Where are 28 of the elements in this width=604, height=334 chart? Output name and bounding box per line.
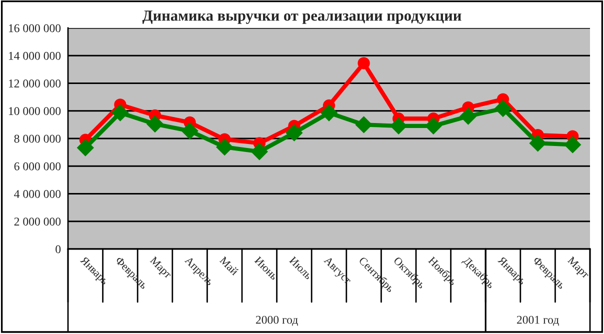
y-tick-label: 0	[56, 245, 61, 254]
text: 2001 год	[516, 316, 559, 326]
point	[460, 108, 477, 125]
y-tick-label: 12 000 000	[8, 79, 61, 88]
chart-title: Динамика выручки от реализации продукции	[142, 10, 462, 24]
point	[181, 122, 198, 140]
point	[494, 100, 512, 117]
point	[358, 57, 370, 70]
y-tick-label: 8 000 000	[14, 134, 61, 143]
point	[286, 124, 303, 142]
y-tick-label: 4 000 000	[14, 190, 61, 198]
point	[425, 118, 442, 134]
point	[320, 104, 338, 122]
point	[390, 118, 407, 134]
y-tick-label: 2 000 000	[14, 218, 61, 226]
point	[216, 138, 233, 156]
y-tick-label: 14 000 000	[8, 52, 61, 60]
y-tick-label: 6 000 000	[14, 162, 61, 170]
y-tick-label: 16 000 000	[8, 24, 61, 32]
point	[529, 134, 546, 152]
point	[77, 139, 94, 156]
point	[146, 116, 164, 132]
point	[564, 136, 581, 154]
text: 2000 год	[256, 316, 298, 326]
point	[112, 104, 129, 122]
point	[251, 143, 268, 160]
y-tick-label: 10 000 000	[8, 107, 61, 116]
point	[355, 116, 372, 134]
